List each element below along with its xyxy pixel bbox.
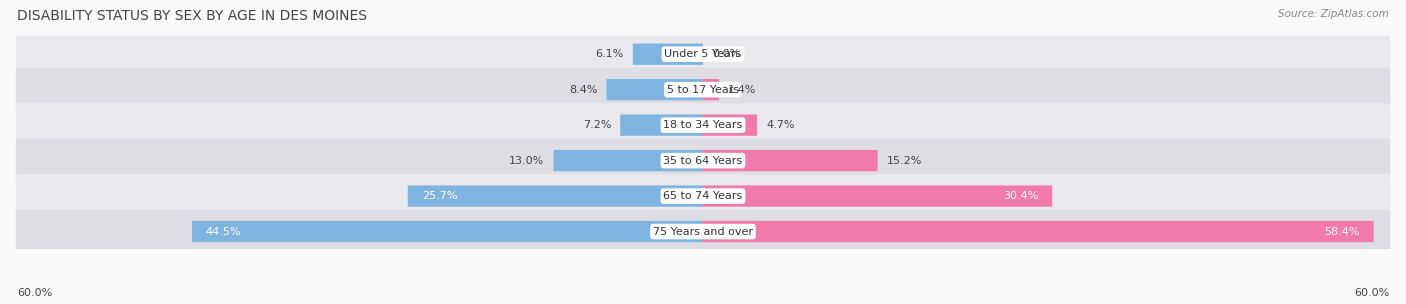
FancyBboxPatch shape: [15, 174, 1391, 218]
Text: 30.4%: 30.4%: [1002, 191, 1038, 201]
Text: 1.4%: 1.4%: [728, 85, 756, 95]
Text: Source: ZipAtlas.com: Source: ZipAtlas.com: [1278, 9, 1389, 19]
Text: 18 to 34 Years: 18 to 34 Years: [664, 120, 742, 130]
Text: 65 to 74 Years: 65 to 74 Years: [664, 191, 742, 201]
FancyBboxPatch shape: [703, 115, 756, 136]
Text: 13.0%: 13.0%: [509, 156, 544, 166]
Legend: Male, Female: Male, Female: [631, 301, 775, 304]
FancyBboxPatch shape: [15, 32, 1391, 76]
FancyBboxPatch shape: [703, 79, 720, 100]
Text: 8.4%: 8.4%: [569, 85, 598, 95]
Text: 6.1%: 6.1%: [596, 49, 624, 59]
FancyBboxPatch shape: [703, 221, 1374, 242]
Text: 5 to 17 Years: 5 to 17 Years: [666, 85, 740, 95]
Text: 4.7%: 4.7%: [766, 120, 794, 130]
Text: 75 Years and over: 75 Years and over: [652, 226, 754, 237]
FancyBboxPatch shape: [408, 185, 703, 207]
Text: 60.0%: 60.0%: [1354, 288, 1389, 298]
Text: 7.2%: 7.2%: [582, 120, 612, 130]
FancyBboxPatch shape: [606, 79, 703, 100]
Text: DISABILITY STATUS BY SEX BY AGE IN DES MOINES: DISABILITY STATUS BY SEX BY AGE IN DES M…: [17, 9, 367, 23]
FancyBboxPatch shape: [15, 209, 1391, 254]
FancyBboxPatch shape: [633, 43, 703, 65]
Text: 35 to 64 Years: 35 to 64 Years: [664, 156, 742, 166]
FancyBboxPatch shape: [703, 185, 1052, 207]
FancyBboxPatch shape: [620, 115, 703, 136]
Text: 44.5%: 44.5%: [205, 226, 242, 237]
FancyBboxPatch shape: [193, 221, 703, 242]
Text: 60.0%: 60.0%: [17, 288, 52, 298]
Text: 0.0%: 0.0%: [713, 49, 741, 59]
Text: 58.4%: 58.4%: [1324, 226, 1360, 237]
Text: Under 5 Years: Under 5 Years: [665, 49, 741, 59]
FancyBboxPatch shape: [15, 103, 1391, 147]
Text: 25.7%: 25.7%: [422, 191, 457, 201]
FancyBboxPatch shape: [15, 139, 1391, 183]
FancyBboxPatch shape: [554, 150, 703, 171]
FancyBboxPatch shape: [703, 150, 877, 171]
FancyBboxPatch shape: [15, 68, 1391, 112]
Text: 15.2%: 15.2%: [887, 156, 922, 166]
